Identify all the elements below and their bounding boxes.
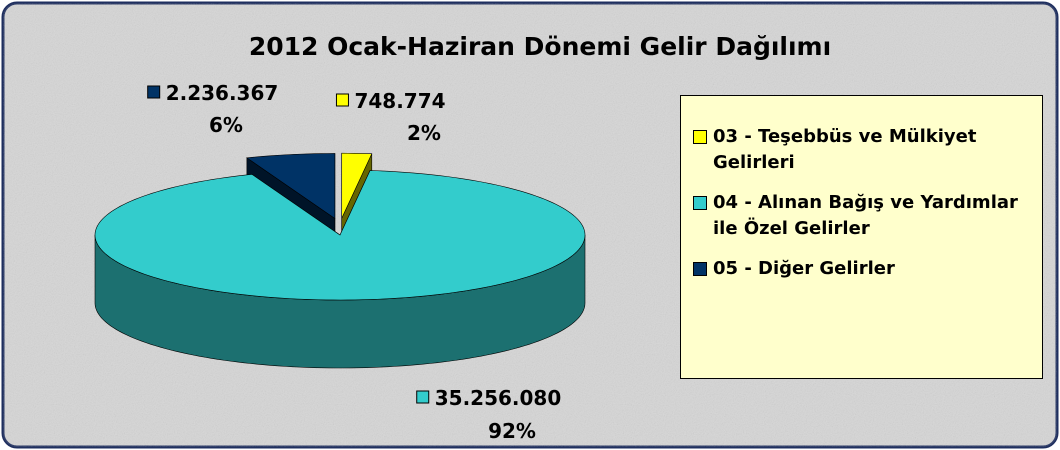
chart-title: 2012 Ocak-Haziran Dönemi Gelir Dağılımı <box>249 32 831 61</box>
legend-label: 05 - Diğer Gelirler <box>713 258 895 279</box>
data-label-marker <box>416 390 430 404</box>
legend-entry: 03 - Teşebbüs ve Mülkiyet Gelirleri <box>693 124 1034 176</box>
data-label: 35.256.080 <box>435 386 562 410</box>
legend-swatch <box>693 196 707 210</box>
data-label: 748.774 <box>354 89 445 113</box>
slice <box>94 170 586 301</box>
legend: 03 - Teşebbüs ve Mülkiyet Gelirleri 04 - … <box>680 95 1043 379</box>
legend-swatch <box>693 262 707 276</box>
legend-label: 04 - Alınan Bağış ve Yardımlar ile Özel … <box>713 192 1018 239</box>
percent-label: 6% <box>209 113 243 137</box>
slice <box>341 152 373 219</box>
data-label-marker <box>147 85 161 99</box>
legend-entry: 05 - Diğer Gelirler <box>693 256 1034 282</box>
slice <box>246 153 336 220</box>
percent-label: 92% <box>488 419 536 443</box>
legend-swatch <box>693 130 707 144</box>
percent-label: 2% <box>407 121 441 145</box>
data-label: 2.236.367 <box>166 81 279 105</box>
legend-entry: 04 - Alınan Bağış ve Yardımlar ile Özel … <box>693 190 1034 242</box>
data-label-marker <box>335 93 349 107</box>
pie: 748.774 2% 35.256.080 92% 2.236.367 6% <box>94 81 586 443</box>
legend-label: 03 - Teşebbüs ve Mülkiyet Gelirleri <box>713 126 977 173</box>
pie-tops <box>94 152 586 301</box>
